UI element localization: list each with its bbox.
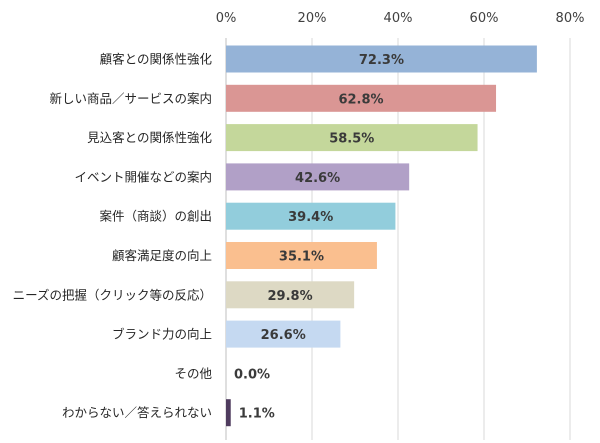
category-label: その他 [174, 366, 212, 381]
category-label: 顧客満足度の向上 [112, 248, 212, 263]
data-label: 39.4% [288, 210, 333, 225]
category-label: イベント開催などの案内 [74, 169, 212, 184]
data-label: 42.6% [295, 171, 340, 186]
category-label: ブランド力の向上 [112, 327, 212, 342]
bar-1 [226, 45, 537, 73]
data-label: 62.8% [338, 92, 383, 107]
data-label: 29.8% [268, 289, 313, 304]
data-label: 26.6% [261, 328, 306, 343]
bar-7 [226, 281, 355, 309]
x-tick-label: 20% [298, 11, 327, 26]
data-labels: 72.3% 62.8% 58.5% 42.6% 39.4% 35.1% 29.8% 26.6%… [234, 53, 404, 422]
category-label: わからない／答えられない [62, 405, 212, 420]
bar-4 [226, 163, 410, 191]
category-label: 案件（商談）の創出 [99, 209, 212, 224]
category-label: ニーズの把握（クリック等の反応） [13, 287, 212, 302]
x-tick-label: 60% [470, 11, 499, 26]
bar-6 [226, 242, 377, 269]
bar-3 [226, 124, 478, 152]
category-label: 見込客との関係性強化 [87, 130, 212, 145]
bar-10 [226, 399, 231, 427]
x-axis-tick-labels: 0% 20% 40% 60% 80% [216, 11, 585, 26]
data-label: 58.5% [329, 132, 374, 147]
category-label: 顧客との関係性強化 [100, 52, 213, 67]
category-label: 新しい商品／サービスの案内 [49, 91, 212, 106]
bar-8 [226, 320, 341, 348]
x-tick-label: 0% [216, 11, 237, 26]
data-label: 1.1% [239, 407, 275, 422]
x-tick-label: 40% [384, 11, 413, 26]
data-label: 35.1% [279, 250, 324, 265]
bars [226, 45, 537, 427]
bar-2 [226, 84, 497, 112]
category-labels: 顧客との関係性強化新しい商品／サービスの案内見込客との関係性強化イベント開催など… [13, 52, 213, 421]
data-label: 72.3% [359, 53, 404, 68]
bar-5 [226, 202, 396, 230]
data-label: 0.0% [234, 367, 270, 382]
x-tick-label: 80% [556, 11, 585, 26]
